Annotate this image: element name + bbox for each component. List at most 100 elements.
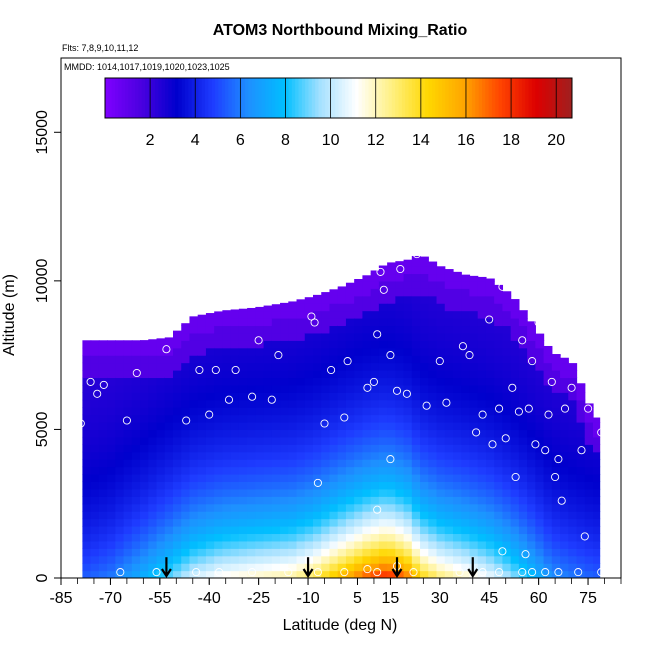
heatmap-cell [469,303,479,312]
heatmap-cell [238,318,248,327]
heatmap-cell [263,305,273,312]
heatmap-cell [247,526,256,535]
heatmap-cell [494,533,504,542]
heatmap-cell [477,496,487,505]
heatmap-cell [527,570,536,578]
heatmap-cell [370,377,380,386]
heatmap-cell [189,570,199,578]
heatmap-cell [469,392,479,401]
heatmap-cell [518,377,528,386]
heatmap-cell [403,474,413,483]
colorbar-segment [305,78,309,118]
heatmap-cell [485,555,495,564]
heatmap-cell [461,563,471,572]
heatmap-cell [395,451,405,460]
heatmap-cell [420,459,429,468]
heatmap-cell [263,451,273,460]
heatmap-cell [411,318,421,327]
heatmap-cell [510,466,520,475]
heatmap-cell [98,481,108,490]
heatmap-cell [403,273,413,282]
heatmap-cell [321,548,331,557]
heatmap-cell [395,332,405,341]
observation-point [574,568,583,577]
heatmap-cell [535,392,545,401]
heatmap-cell [502,384,512,393]
colorbar-segment [315,78,319,118]
heatmap-cell [313,362,322,371]
heatmap-cell [444,488,454,497]
heatmap-cell [362,392,372,401]
heatmap-cell [444,444,454,453]
heatmap-cell [453,459,462,468]
heatmap-cell [469,526,479,535]
heatmap-cell [115,436,125,445]
heatmap-cell [140,533,149,542]
colorbar-segment [298,78,303,118]
heatmap-cell [494,399,504,408]
heatmap-cell [436,362,446,371]
heatmap-cell [288,451,298,460]
heatmap-cell [568,444,578,453]
observation-point [534,318,543,327]
heatmap-cell [304,303,314,312]
heatmap-cell [247,436,256,445]
heatmap-cell [378,310,388,319]
colorbar-segment [325,78,329,118]
heatmap-cell [123,459,133,468]
heatmap-cell [345,407,355,416]
heatmap-cell [461,377,471,386]
heatmap-cell [123,399,133,408]
heatmap-cell [502,496,512,505]
heatmap-cell [304,444,314,453]
heatmap-cell [518,370,528,379]
heatmap-cell [156,362,166,371]
heatmap-cell [378,407,388,416]
heatmap-cell [313,414,322,423]
heatmap-cell [140,511,149,520]
heatmap-cell [387,422,396,431]
heatmap-cell [428,392,438,401]
heatmap-cell [82,422,92,431]
heatmap-cell [362,340,372,349]
heatmap-cell [444,377,454,386]
heatmap-cell [461,444,471,453]
heatmap-cell [214,503,224,512]
heatmap-cell [403,362,413,371]
heatmap-cell [378,533,388,542]
heatmap-cell [181,407,191,416]
heatmap-cell [485,444,495,453]
heatmap-cell [181,533,191,542]
heatmap-cell [518,340,528,349]
heatmap-cell [510,384,520,393]
heatmap-cell [370,392,380,401]
heatmap-cell [280,318,289,327]
heatmap-cell [502,436,512,445]
heatmap-cell [461,533,471,542]
heatmap-cell [156,540,166,549]
heatmap-cell [535,399,545,408]
heatmap-cell [362,355,372,364]
heatmap-cell [329,340,339,349]
heatmap-cell [98,563,108,572]
heatmap-cell [107,459,116,468]
heatmap-cell [313,392,322,401]
heatmap-cell [444,422,454,431]
heatmap-cell [502,310,512,319]
heatmap-cell [107,444,116,453]
heatmap-cell [461,481,471,490]
heatmap-cell [329,355,339,364]
heatmap-cell [140,488,149,497]
heatmap-cell [362,280,372,289]
heatmap-cell [123,511,133,520]
heatmap-cell [205,474,215,483]
heatmap-cell [469,325,479,334]
heatmap-cell [288,392,298,401]
heatmap-cell [453,332,462,341]
colorbar-segment [511,78,516,118]
heatmap-cell [469,332,479,341]
heatmap-cell [214,526,224,535]
heatmap-cell [477,318,487,327]
heatmap-cell [584,540,594,549]
heatmap-cell [214,407,224,416]
